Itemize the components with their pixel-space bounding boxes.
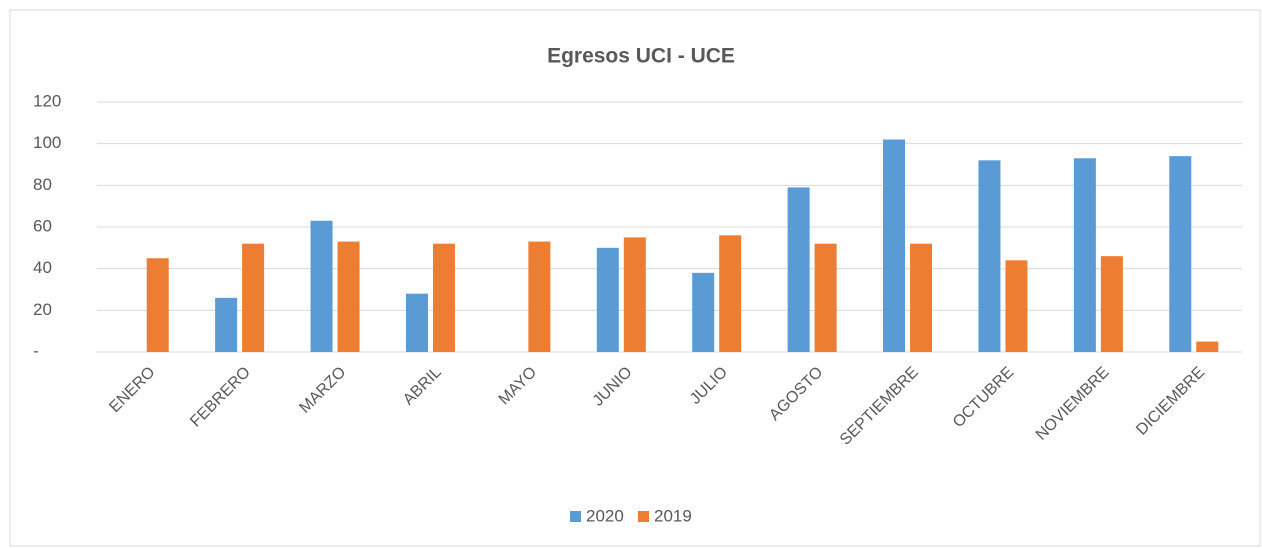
legend-swatch bbox=[638, 511, 649, 522]
legend-label: 2020 bbox=[586, 506, 624, 525]
bar bbox=[432, 243, 455, 352]
y-tick-label: 20 bbox=[33, 300, 52, 319]
bar bbox=[1169, 156, 1192, 352]
bar bbox=[692, 272, 715, 352]
bar bbox=[623, 237, 646, 352]
bar bbox=[596, 247, 619, 352]
y-tick-label: - bbox=[33, 341, 39, 360]
bar bbox=[1005, 260, 1028, 352]
bar bbox=[883, 139, 906, 352]
y-tick-label: 60 bbox=[33, 216, 52, 235]
y-tick-label: 80 bbox=[33, 175, 52, 194]
bar bbox=[1100, 256, 1123, 352]
bar bbox=[787, 187, 810, 352]
legend-label: 2019 bbox=[654, 506, 692, 525]
bar bbox=[146, 258, 169, 352]
bar bbox=[910, 243, 933, 352]
bar bbox=[814, 243, 837, 352]
bar bbox=[528, 241, 551, 352]
legend-swatch bbox=[570, 511, 581, 522]
bar bbox=[242, 243, 265, 352]
bar bbox=[1196, 341, 1219, 352]
y-tick-label: 120 bbox=[33, 91, 61, 110]
bar bbox=[405, 293, 428, 352]
bar bbox=[1073, 158, 1096, 352]
bar bbox=[978, 160, 1001, 352]
chart-title: Egresos UCI - UCE bbox=[547, 45, 735, 68]
bar bbox=[719, 235, 742, 352]
bar bbox=[215, 297, 238, 352]
bar bbox=[337, 241, 360, 352]
y-tick-label: 100 bbox=[33, 133, 61, 152]
y-tick-label: 40 bbox=[33, 258, 52, 277]
bar bbox=[310, 220, 333, 352]
